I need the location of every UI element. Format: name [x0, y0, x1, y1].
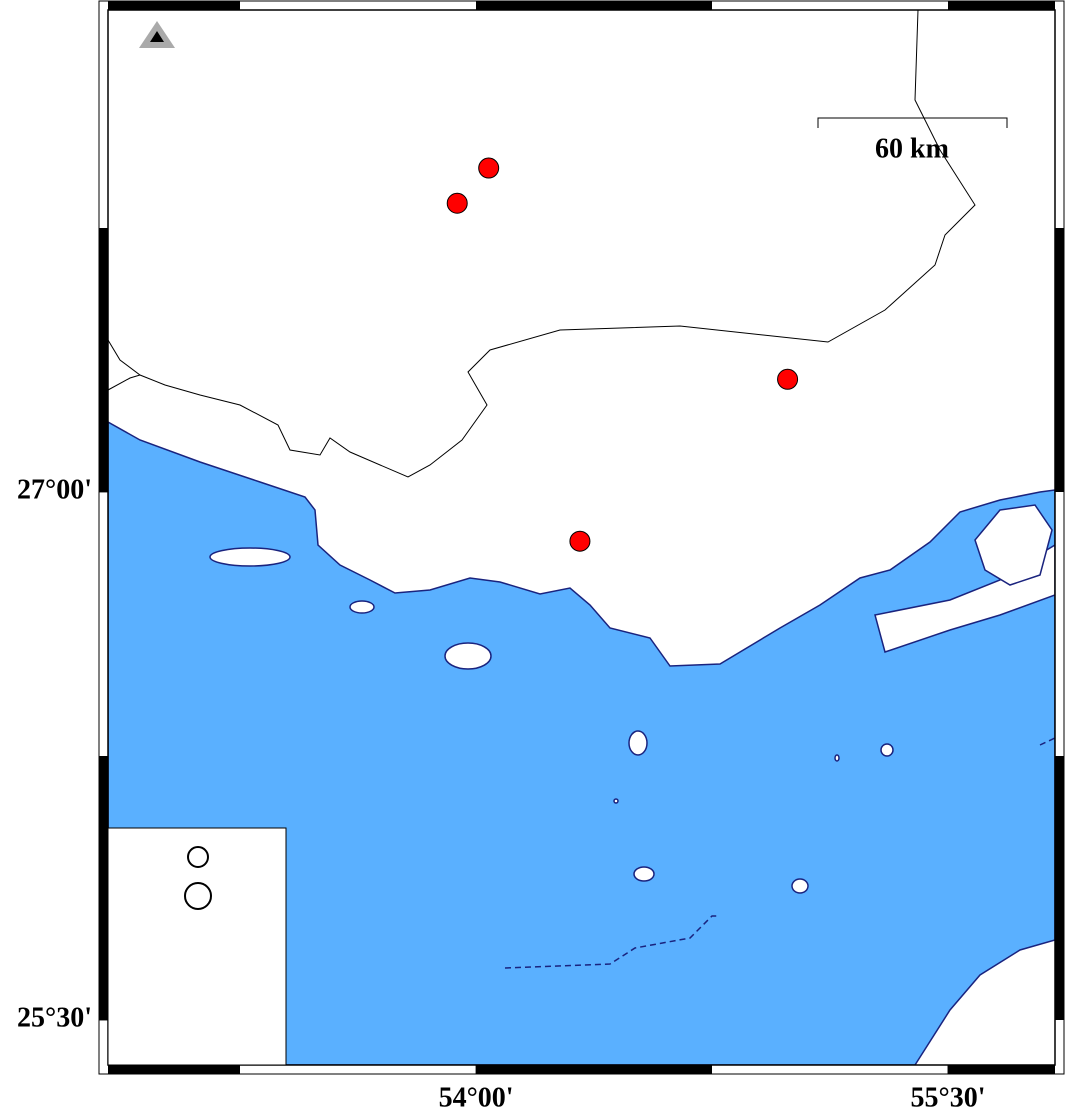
- maritime-boundary: [1039, 737, 1055, 746]
- y-tick-label: 25°30': [17, 1002, 92, 1033]
- legend: [107, 827, 287, 1066]
- x-tick-label: 54°00': [439, 1082, 514, 1113]
- y-tick-label: 27°00': [17, 474, 92, 505]
- border: [108, 10, 976, 478]
- sea: [108, 421, 1055, 1065]
- event: [777, 368, 799, 390]
- scale-bar: 60 km: [817, 117, 1008, 164]
- border: [108, 374, 141, 391]
- event: [478, 157, 500, 179]
- scale-label: 60 km: [875, 133, 949, 164]
- event: [569, 530, 591, 552]
- station-icon: [139, 21, 175, 48]
- frame: [98, 0, 1065, 1075]
- x-tick-label: 55°30': [911, 1082, 986, 1113]
- event: [446, 192, 468, 214]
- islands: [209, 504, 1055, 894]
- maritime-boundary: [504, 915, 720, 969]
